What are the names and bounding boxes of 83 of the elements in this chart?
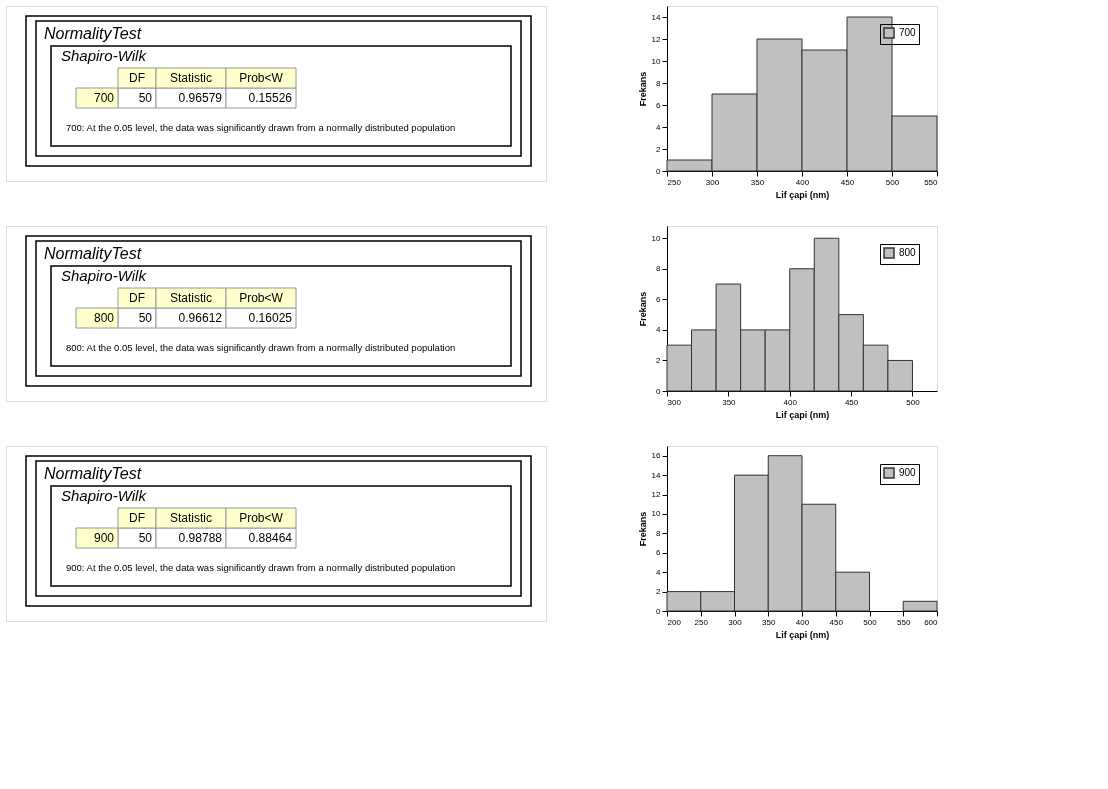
x-tick-label: 400 xyxy=(795,177,810,187)
x-tick-label: 300 xyxy=(728,617,743,627)
y-tick-label: 14 xyxy=(651,470,662,480)
text: Statistic xyxy=(169,71,213,85)
y-tick-label: 4 xyxy=(656,325,662,335)
y-axis-title: Frekans xyxy=(637,291,648,327)
text: Shapiro-Wilk xyxy=(61,47,148,64)
legend-label: 900 xyxy=(899,467,917,478)
x-tick-label: 400 xyxy=(795,617,810,627)
y-tick-label: 16 xyxy=(651,451,662,461)
text: 700: At the 0.05 level, the data was significantly drawn from a normally distributed population xyxy=(66,122,456,133)
y-tick-label: 8 xyxy=(656,528,662,538)
text: 900 xyxy=(93,531,115,545)
y-axis-title: Frekans xyxy=(637,511,648,547)
x-tick-label: 350 xyxy=(750,177,765,187)
x-tick-label: 350 xyxy=(762,617,776,627)
x-tick-label: 250 xyxy=(667,177,682,187)
text: 50 xyxy=(138,91,153,105)
y-tick-label: 8 xyxy=(656,78,662,88)
text: DF xyxy=(129,511,145,525)
y-tick-label: 2 xyxy=(656,587,662,597)
text: 0.88464 xyxy=(248,531,293,545)
y-tick-label: 2 xyxy=(656,144,662,154)
y-tick-label: 4 xyxy=(656,567,662,577)
text: Prob<W xyxy=(239,291,284,305)
text: Prob<W xyxy=(239,511,284,525)
legend-label: 700 xyxy=(899,27,917,38)
text: DF xyxy=(129,71,145,85)
y-tick-label: 10 xyxy=(651,509,662,519)
text: 0.98788 xyxy=(178,531,223,545)
x-tick-label: 500 xyxy=(863,617,878,627)
x-tick-label: 550 xyxy=(924,177,939,187)
text: Prob<W xyxy=(239,71,284,85)
y-tick-label: 4 xyxy=(656,122,662,132)
text: NormalityTest xyxy=(44,245,142,262)
y-tick-label: 6 xyxy=(656,548,662,558)
y-axis-title: Frekans xyxy=(637,71,648,107)
text: 700 xyxy=(93,91,115,105)
text: NormalityTest xyxy=(44,465,142,482)
x-tick-label: 450 xyxy=(840,177,855,187)
text: 800: At the 0.05 level, the data was significantly drawn from a normally distributed population xyxy=(66,342,456,353)
text: 900: At the 0.05 level, the data was significantly drawn from a normally distributed population xyxy=(66,562,456,573)
text: Statistic xyxy=(169,511,213,525)
y-tick-label: 0 xyxy=(656,166,662,176)
y-tick-label: 0 xyxy=(656,386,662,396)
text: Shapiro-Wilk xyxy=(61,267,148,284)
x-tick-label: 400 xyxy=(783,397,798,407)
text: 0.96579 xyxy=(178,91,223,105)
x-tick-label: 550 xyxy=(897,617,911,627)
x-tick-label: 200 xyxy=(667,617,682,627)
y-tick-label: 10 xyxy=(651,233,662,243)
x-tick-label: 500 xyxy=(885,177,900,187)
y-tick-label: 10 xyxy=(651,56,662,66)
y-tick-label: 12 xyxy=(651,34,662,44)
text: Statistic xyxy=(169,291,213,305)
text: NormalityTest xyxy=(44,25,142,42)
y-tick-label: 2 xyxy=(656,355,662,365)
y-tick-label: 12 xyxy=(651,490,662,500)
text: 800 xyxy=(93,311,115,325)
x-axis-title: Lif çapi (nm) xyxy=(775,629,830,640)
x-tick-label: 300 xyxy=(705,177,720,187)
text: 50 xyxy=(138,531,153,545)
x-tick-label: 450 xyxy=(844,397,859,407)
text: Shapiro-Wilk xyxy=(61,487,148,504)
y-tick-label: 6 xyxy=(656,100,662,110)
y-tick-label: 8 xyxy=(656,264,662,274)
y-tick-label: 14 xyxy=(651,12,662,22)
x-tick-label: 600 xyxy=(924,617,939,627)
legend-label: 800 xyxy=(899,247,917,258)
x-tick-label: 350 xyxy=(722,397,737,407)
text: 50 xyxy=(138,311,153,325)
x-axis-title: Lif çapi (nm) xyxy=(775,189,830,200)
y-tick-label: 6 xyxy=(656,294,662,304)
text: 0.96612 xyxy=(178,311,223,325)
x-tick-label: 450 xyxy=(829,617,844,627)
x-tick-label: 250 xyxy=(694,617,709,627)
text: 0.15526 xyxy=(248,91,293,105)
x-axis-title: Lif çapi (nm) xyxy=(775,409,830,420)
x-tick-label: 300 xyxy=(667,397,682,407)
x-tick-label: 500 xyxy=(906,397,921,407)
text: 0.16025 xyxy=(248,311,293,325)
text: DF xyxy=(129,291,145,305)
y-tick-label: 0 xyxy=(656,606,662,616)
